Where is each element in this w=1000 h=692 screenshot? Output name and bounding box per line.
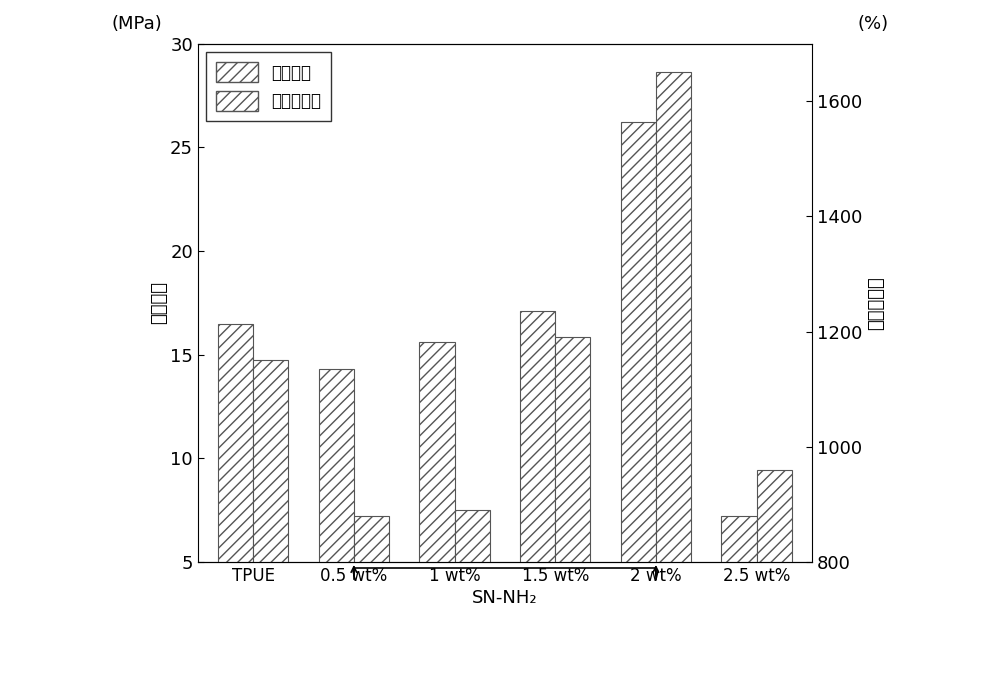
Bar [621,122,656,562]
Bar [218,324,253,562]
Bar [253,361,288,562]
Bar [520,311,555,562]
Y-axis label: 拉伸强度: 拉伸强度 [150,282,168,325]
Text: SN-NH₂: SN-NH₂ [472,589,538,607]
Bar [455,510,490,562]
Text: (%): (%) [858,15,889,33]
Bar [555,338,590,562]
Bar [419,343,455,562]
Bar [656,73,691,562]
Bar [354,516,389,562]
Bar [721,516,757,562]
Bar [757,470,792,562]
Legend: 拉伸强度, 断裂伸长率: 拉伸强度, 断裂伸长率 [206,52,331,121]
Text: (MPa): (MPa) [111,15,162,33]
Bar [319,370,354,562]
Y-axis label: 断裂伸长率: 断裂伸长率 [867,276,885,330]
